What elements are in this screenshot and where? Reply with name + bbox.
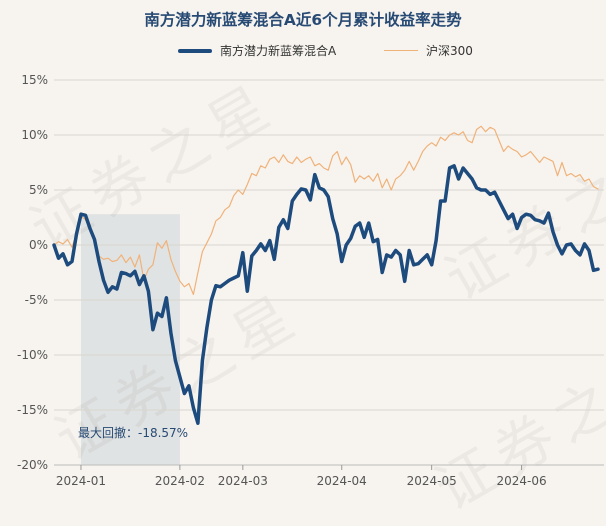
x-tick-label: 2024-03 (218, 474, 268, 488)
legend-swatch-fund (178, 48, 212, 53)
x-tick-label: 2024-06 (496, 474, 546, 488)
y-tick-label: 15% (21, 73, 48, 87)
legend-swatch-index (384, 49, 418, 52)
x-tick-label: 2024-02 (155, 474, 205, 488)
drawdown-annotation: 最大回撤：-18.57% (78, 425, 188, 440)
x-tick-label: 2024-04 (317, 474, 367, 488)
line-chart: 15% 10% 5% 0% -5% -10% -15% -20% 2024-01 2024-02 2… (17, 73, 604, 488)
series-line-fund (52, 164, 600, 425)
y-tick-label: 5% (29, 183, 48, 197)
legend-item-index[interactable]: 沪深300 (384, 42, 473, 59)
y-tick-label: 10% (21, 128, 48, 142)
legend-label-fund: 南方潜力新蓝筹混合A (220, 44, 337, 58)
y-tick-label: -20% (17, 458, 48, 472)
y-tick-label: -5% (25, 293, 48, 307)
legend-label-index: 沪深300 (426, 44, 473, 58)
legend: 南方潜力新蓝筹混合A 沪深300 (0, 42, 606, 62)
y-tick-label: -10% (17, 348, 48, 362)
y-tick-label: -15% (17, 403, 48, 417)
chart-title: 南方潜力新蓝筹混合A近6个月累计收益率走势 (144, 11, 462, 29)
x-tick-label: 2024-05 (407, 474, 457, 488)
legend-item-fund[interactable]: 南方潜力新蓝筹混合A (178, 42, 336, 59)
x-tick-label: 2024-01 (56, 474, 106, 488)
chart-container: 证券之星 证券之星 证券之星 证券之星 南方潜力新蓝筹混合A近6个月累计收益率走… (0, 11, 606, 524)
y-tick-label: 0% (29, 238, 48, 252)
